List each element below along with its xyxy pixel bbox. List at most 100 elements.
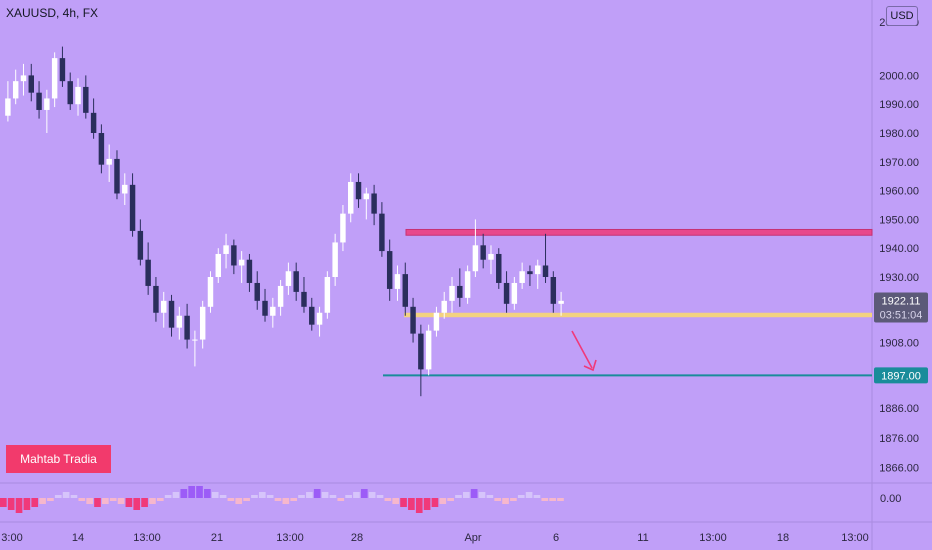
candle-body: [44, 98, 50, 110]
candle-body: [176, 315, 183, 328]
watermark-badge: Mahtab Tradia: [6, 445, 111, 473]
candle-body: [262, 300, 268, 316]
y-tick-label: 1866.00: [879, 463, 919, 475]
oscillator-bar: [439, 498, 447, 504]
candle-body: [293, 271, 299, 292]
oscillator-bar: [125, 498, 133, 507]
countdown-label: 03:51:04: [880, 310, 923, 322]
candle-body: [246, 259, 253, 283]
oscillator-bar: [306, 492, 313, 498]
oscillator-bar: [408, 498, 415, 510]
oscillator-bar: [196, 486, 203, 498]
oscillator-bar: [290, 498, 298, 501]
oscillator-bar: [94, 498, 101, 507]
x-tick-label: 14: [72, 532, 84, 544]
current-price-box: [874, 292, 928, 323]
candle-body: [67, 81, 73, 105]
oscillator-bar: [258, 492, 266, 498]
candle-body: [457, 285, 463, 298]
candle-body: [340, 213, 346, 243]
oscillator-bar: [164, 495, 172, 498]
candle-body: [153, 285, 159, 313]
candle-body: [12, 81, 19, 99]
candle-body: [59, 58, 66, 82]
currency-button[interactable]: USD: [886, 6, 918, 26]
y-tick-label: 1970.00: [879, 157, 919, 169]
oscillator-bar: [368, 492, 376, 498]
candle-body: [122, 184, 128, 194]
oscillator-bar: [510, 498, 517, 501]
x-tick-label: 6: [553, 532, 559, 544]
oscillator-bar: [141, 498, 148, 507]
candle-body: [433, 312, 440, 331]
candle-body: [558, 300, 564, 304]
y-tick-label: 1908.00: [879, 338, 919, 350]
candle-body: [309, 306, 315, 325]
oscillator-bar: [251, 495, 258, 498]
x-tick-label: 13:00: [699, 532, 727, 544]
oscillator-bar: [549, 498, 556, 501]
oscillator-bar: [321, 492, 329, 498]
candle-body: [496, 253, 502, 283]
candle-body: [238, 259, 245, 266]
y-tick-label: 1940.00: [879, 243, 919, 255]
candle-body: [184, 315, 190, 340]
candle-body: [199, 306, 206, 340]
candle-body: [215, 253, 221, 277]
y-tick-label: 1980.00: [879, 128, 919, 140]
oscillator-bar: [353, 492, 360, 498]
y-tick-label: 2000.00: [879, 70, 919, 82]
oscillator-bar: [39, 498, 46, 504]
oscillator-bar: [557, 498, 564, 501]
oscillator-bar: [470, 489, 478, 498]
y-tick-label: 1930.00: [879, 272, 919, 284]
candle-body: [542, 265, 549, 277]
candle-body: [277, 285, 284, 307]
y-tick-label: 1990.00: [879, 99, 919, 111]
y-tick-label: 1960.00: [879, 186, 919, 198]
oscillator-bar: [486, 495, 494, 498]
oscillator-bar: [117, 498, 125, 504]
candle-body: [550, 277, 557, 304]
candle-body: [519, 271, 525, 283]
oscillator-bar: [266, 495, 274, 498]
candle-body: [394, 274, 401, 289]
candle-body: [402, 274, 408, 307]
x-tick-label: 13:00: [276, 532, 304, 544]
candle-body: [98, 133, 105, 165]
candle-body: [129, 184, 136, 231]
x-tick-label: 28: [351, 532, 363, 544]
oscillator-bar: [211, 492, 219, 498]
oscillator-bar: [329, 495, 337, 498]
resistance-zone: [405, 228, 873, 236]
candle-body: [83, 86, 89, 113]
candle-body: [301, 291, 307, 307]
candle-body: [161, 300, 167, 313]
oscillator-bar: [455, 495, 462, 498]
candle-body: [51, 58, 58, 99]
oscillator-bar: [149, 498, 156, 504]
oscillator-bar: [462, 492, 470, 498]
oscillator-bar: [415, 498, 423, 513]
candle-body: [106, 158, 112, 165]
oscillator-bar: [47, 498, 54, 501]
oscillator-bar: [0, 498, 7, 507]
oscillator-bar: [235, 498, 243, 504]
oscillator-bar: [431, 498, 439, 507]
candle-body: [488, 253, 494, 260]
y-tick-label: 1886.00: [879, 403, 919, 415]
oscillator-bar: [70, 495, 78, 498]
x-tick-label: 13:00: [133, 532, 161, 544]
oscillator-bar: [400, 498, 407, 507]
candle-body: [207, 277, 214, 307]
candle-body: [270, 306, 276, 316]
candle-body: [441, 300, 447, 313]
oscillator-bar: [502, 498, 509, 504]
candle-body: [254, 282, 260, 301]
oscillator-bar: [517, 495, 525, 498]
x-tick-label: 21: [211, 532, 223, 544]
oscillator-bar: [7, 498, 15, 510]
candle-body: [355, 181, 362, 200]
x-tick-label: 11: [637, 532, 648, 544]
